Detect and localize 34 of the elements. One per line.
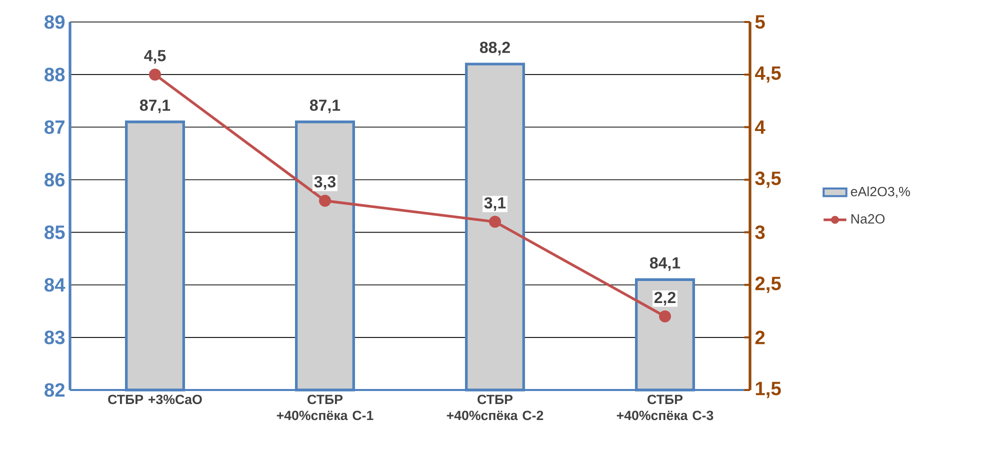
data-label: 3,1: [484, 197, 506, 211]
y2-tick-label: 2: [755, 330, 765, 344]
point: [319, 194, 332, 207]
x-tick-label: СТБР +40%спёка С-2: [446, 394, 544, 420]
y2-tick-label: 3: [755, 225, 765, 240]
x-tick-label: СТБР +3%CaO: [108, 394, 202, 404]
data-label: 87,1: [140, 100, 170, 114]
point: [149, 68, 162, 81]
x-tick-label: СТБР +40%спёка С-3: [616, 394, 714, 420]
point: [489, 216, 502, 228]
point: [659, 310, 672, 322]
y-tick-label: 85: [44, 225, 65, 240]
data-label: 84,1: [650, 257, 680, 271]
y-tick-label: 88: [44, 68, 65, 82]
y2-tick-label: 4: [755, 120, 766, 134]
data-label: 2,2: [654, 292, 676, 306]
data-label: 88,2: [480, 42, 510, 56]
legend-label: Na2O: [851, 214, 885, 224]
y2-tick-label: 1,5: [756, 382, 781, 398]
y2-tick-label: 5: [755, 15, 765, 29]
data-label: 3,3: [314, 176, 336, 190]
y-tick-label: 82: [44, 383, 65, 397]
y2-tick-label: 4,5: [755, 66, 781, 83]
legend-label: eAl2O3,%: [850, 186, 910, 198]
y-tick-label: 84: [44, 278, 66, 292]
y-tick-label: 89: [44, 15, 65, 29]
y2-tick-label: 2,5: [755, 276, 781, 294]
y-tick-label: 83: [44, 330, 65, 344]
y2-tick-label: 3,5: [755, 172, 781, 188]
data-label: 87,1: [310, 100, 340, 114]
y-tick-label: 86: [44, 172, 65, 187]
data-label: 4,5: [144, 50, 166, 64]
y-tick-label: 87: [44, 120, 64, 134]
x-tick-label: СТБР +40%спёка С-1: [276, 394, 374, 420]
